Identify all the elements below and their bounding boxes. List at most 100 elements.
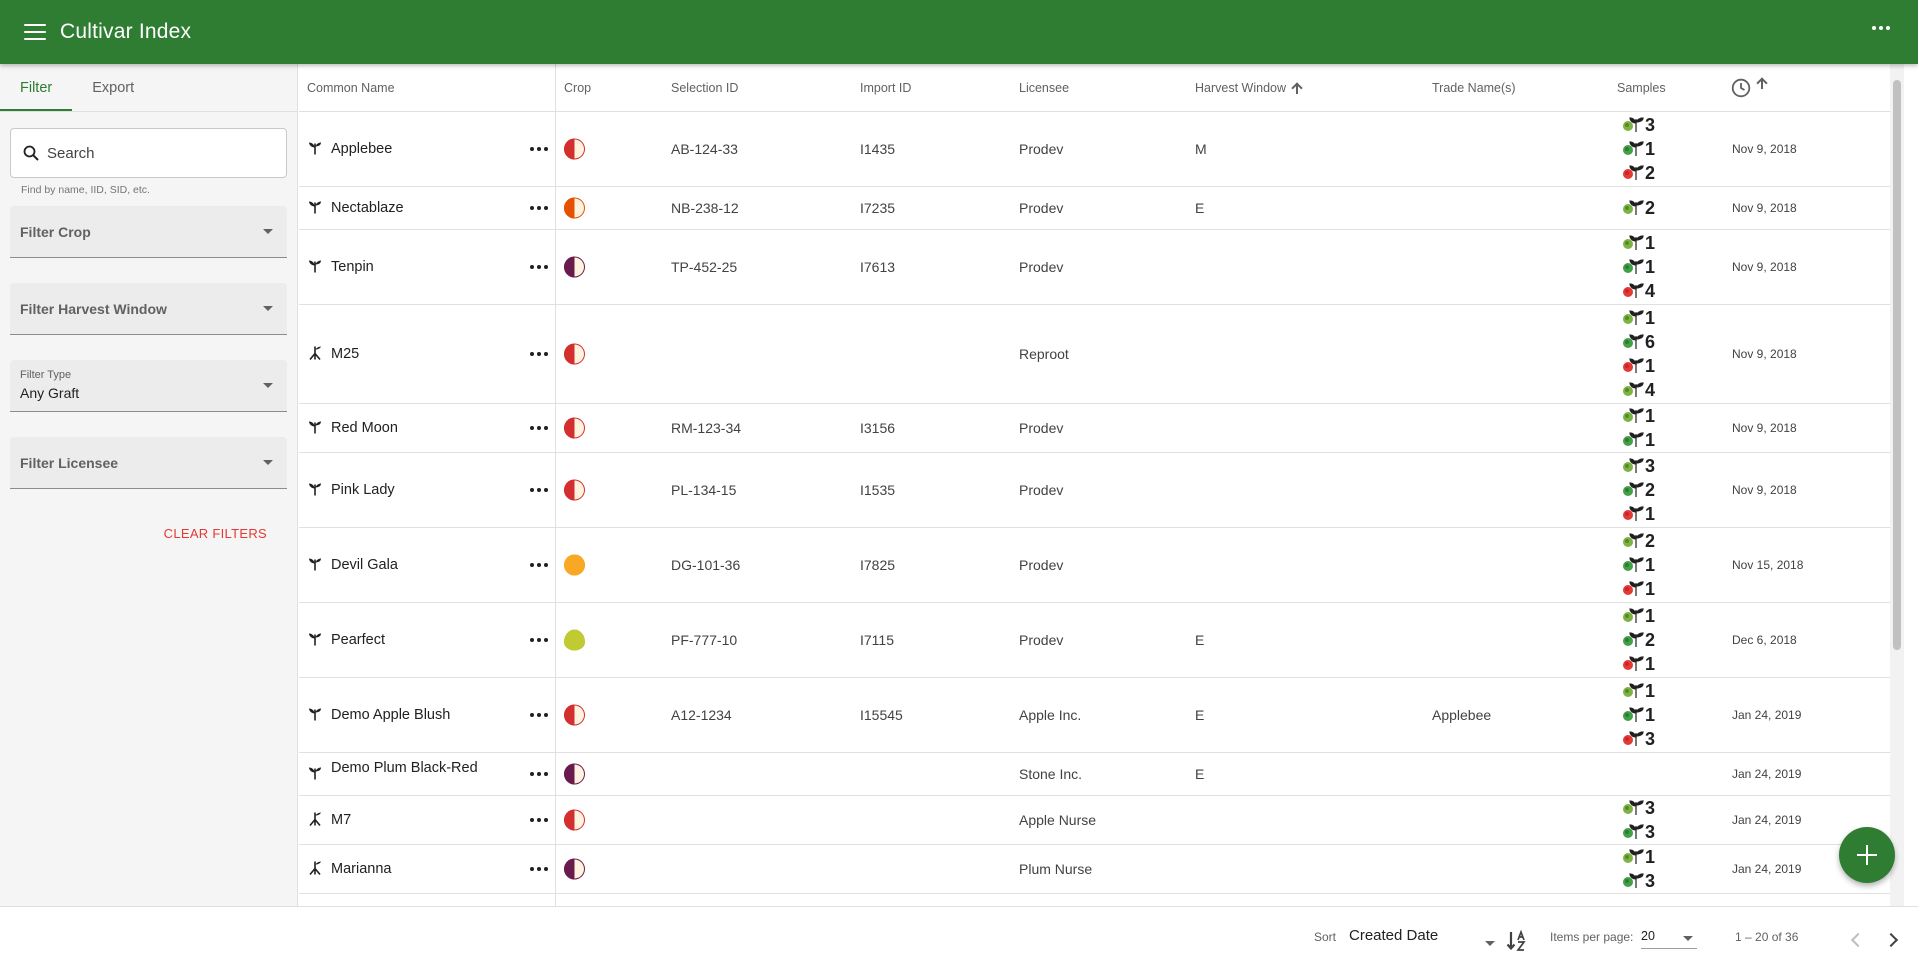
sample-count[interactable]: 3	[1621, 113, 1655, 137]
tab-filter[interactable]: Filter	[0, 64, 73, 111]
cultivar-name[interactable]: Pink Lady	[331, 482, 395, 498]
sample-count[interactable]: 6	[1621, 330, 1655, 354]
table-row[interactable]: Tenpin TP-452-25 I7613 Prodev 1 1 4 Nov 9, 2018	[299, 230, 1904, 305]
sample-count[interactable]: 2	[1621, 478, 1655, 502]
table-row[interactable]: Marianna Plum Nurse 1 3 Jan 24, 2019	[299, 845, 1904, 894]
samples-cell[interactable]: 1 1 3	[1621, 679, 1655, 751]
sample-count[interactable]: 2	[1621, 529, 1655, 553]
header-common-name[interactable]: Common Name	[307, 81, 395, 95]
header-licensee[interactable]: Licensee	[1019, 81, 1070, 95]
sample-count[interactable]: 1	[1621, 604, 1655, 628]
search-input[interactable]	[47, 144, 267, 162]
header-samples[interactable]: Samples	[1617, 81, 1666, 95]
sample-count[interactable]: 2	[1621, 628, 1655, 652]
samples-cell[interactable]: 2 1 1	[1621, 529, 1655, 601]
sample-count[interactable]: 1	[1621, 845, 1655, 869]
sample-count[interactable]: 2	[1621, 161, 1655, 185]
sample-count[interactable]: 3	[1621, 796, 1655, 820]
cultivar-name[interactable]: Tenpin	[331, 259, 374, 275]
previous-page-icon[interactable]	[1850, 932, 1866, 948]
dropdown-arrow-icon[interactable]	[1485, 941, 1495, 946]
table-row[interactable]: Devil Gala DG-101-36 I7825 Prodev 2 1 1 Nov 15,…	[299, 528, 1904, 603]
samples-cell[interactable]: 1	[1621, 903, 1655, 907]
sample-count[interactable]: 1	[1621, 652, 1655, 676]
menu-icon[interactable]	[24, 24, 46, 40]
sample-count[interactable]: 1	[1621, 354, 1655, 378]
row-more-icon[interactable]	[527, 144, 551, 154]
filter-crop-select[interactable]: Filter Crop	[10, 206, 287, 258]
filter-licensee-select[interactable]: Filter Licensee	[10, 437, 287, 489]
sample-count[interactable]: 1	[1621, 577, 1655, 601]
tab-export[interactable]: Export	[92, 80, 135, 96]
sample-count[interactable]: 1	[1621, 231, 1655, 255]
search-field[interactable]	[10, 128, 287, 178]
row-more-icon[interactable]	[527, 560, 551, 570]
sample-count[interactable]: 1	[1621, 404, 1655, 428]
header-created-date[interactable]	[1731, 78, 1767, 98]
table-row[interactable]: Demo Apple Blush A12-1234 I15545 Apple Inc.…	[299, 678, 1904, 753]
sample-count[interactable]: 1	[1621, 306, 1655, 330]
sample-count[interactable]: 1	[1621, 428, 1655, 452]
row-more-icon[interactable]	[527, 423, 551, 433]
add-cultivar-button[interactable]	[1839, 827, 1895, 883]
next-page-icon[interactable]	[1883, 932, 1899, 948]
sort-az-icon[interactable]	[1506, 929, 1530, 953]
samples-cell[interactable]: 2	[1621, 196, 1655, 220]
samples-cell[interactable]: 3 2 1	[1621, 454, 1655, 526]
samples-cell[interactable]: 1 1 4	[1621, 231, 1655, 303]
sample-count[interactable]: 3	[1621, 454, 1655, 478]
table-row[interactable]: M7 Apple Nurse 3 3 Jan 24, 2019	[299, 796, 1904, 845]
sample-count[interactable]: 1	[1621, 553, 1655, 577]
cultivar-name[interactable]: M25	[331, 346, 360, 362]
filter-type-select[interactable]: Filter Type Any Graft	[10, 360, 287, 412]
samples-cell[interactable]: 3 1 2	[1621, 113, 1655, 185]
header-selection-id[interactable]: Selection ID	[671, 81, 739, 95]
sample-count[interactable]: 1	[1621, 903, 1655, 907]
row-more-icon[interactable]	[527, 203, 551, 213]
cultivar-name[interactable]: Marianna	[331, 861, 392, 877]
cultivar-name[interactable]: Demo Apple Blush	[331, 707, 451, 723]
table-row[interactable]: M25 Reproot 1 6 1 4 Nov 9, 2018	[299, 305, 1904, 404]
header-trade-names[interactable]: Trade Name(s)	[1432, 81, 1516, 95]
row-more-icon[interactable]	[527, 864, 551, 874]
cultivar-name[interactable]: Red Moon	[331, 420, 398, 436]
cultivar-name[interactable]: Devil Gala	[331, 557, 398, 573]
more-options-icon[interactable]	[1868, 22, 1894, 34]
filter-harvest-window-select[interactable]: Filter Harvest Window	[10, 283, 287, 335]
cultivar-name[interactable]: M7	[331, 812, 352, 828]
items-per-page-select[interactable]: 20	[1641, 929, 1697, 949]
row-more-icon[interactable]	[527, 262, 551, 272]
sort-select[interactable]: Created Date	[1349, 927, 1439, 944]
row-more-icon[interactable]	[527, 710, 551, 720]
sample-count[interactable]: 1	[1621, 137, 1655, 161]
header-harvest-window-wrap[interactable]: Harvest Window	[1195, 81, 1302, 95]
table-row[interactable]: Applebee AB-124-33 I1435 Prodev M 3 1 2 Nov 9, 2…	[299, 112, 1904, 187]
table-row[interactable]: Pink Lady PL-134-15 I1535 Prodev 3 2 1 Nov 9, 2…	[299, 453, 1904, 528]
header-import-id[interactable]: Import ID	[860, 81, 912, 95]
sample-count[interactable]: 2	[1621, 196, 1655, 220]
cultivar-name[interactable]: Pearfect	[331, 632, 385, 648]
row-more-icon[interactable]	[527, 769, 551, 779]
table-row[interactable]: Nectablaze NB-238-12 I7235 Prodev E 2 Nov 9, 2…	[299, 187, 1904, 230]
sample-count[interactable]: 3	[1621, 727, 1655, 751]
samples-cell[interactable]: 1 2 1	[1621, 604, 1655, 676]
sample-count[interactable]: 1	[1621, 679, 1655, 703]
row-more-icon[interactable]	[527, 485, 551, 495]
sample-count[interactable]: 4	[1621, 378, 1655, 402]
sample-count[interactable]: 3	[1621, 820, 1655, 844]
cultivar-name[interactable]: Demo Plum Black-Red	[331, 759, 478, 776]
header-crop[interactable]: Crop	[564, 81, 592, 95]
row-more-icon[interactable]	[527, 635, 551, 645]
row-more-icon[interactable]	[527, 349, 551, 359]
table-row[interactable]: Red Moon RM-123-34 I3156 Prodev 1 1 Nov 9, 201…	[299, 404, 1904, 453]
row-more-icon[interactable]	[527, 815, 551, 825]
table-row[interactable]: Pearfect PF-777-10 I7115 Prodev E 1 2 1 Dec 6, 2…	[299, 603, 1904, 678]
sample-count[interactable]: 3	[1621, 869, 1655, 893]
sample-count[interactable]: 4	[1621, 279, 1655, 303]
sample-count[interactable]: 1	[1621, 703, 1655, 727]
sample-count[interactable]: 1	[1621, 255, 1655, 279]
